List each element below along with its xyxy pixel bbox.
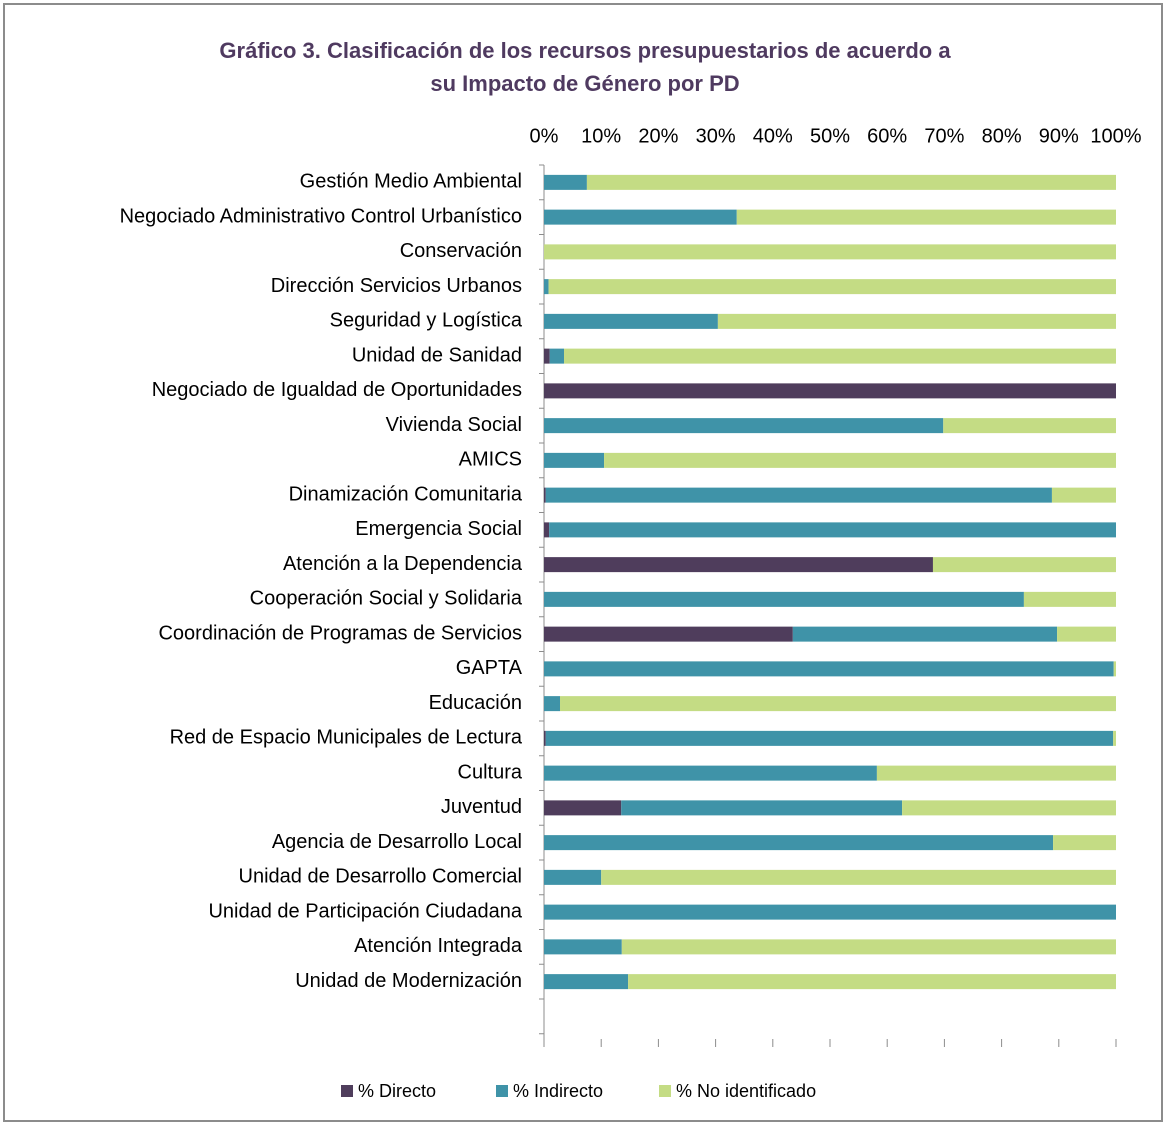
y-tick-label: Seguridad y Logística — [330, 310, 523, 332]
bar-segment — [717, 313, 1116, 329]
bar-segment — [544, 626, 793, 642]
bar-segment — [1057, 626, 1116, 642]
y-tick-label: Agencia de Desarrollo Local — [272, 831, 522, 853]
bar-segment — [544, 383, 1116, 399]
bar-segment — [560, 696, 1116, 712]
bar-segment — [1113, 730, 1116, 746]
bar-segment — [544, 696, 561, 712]
y-tick-label: Cultura — [458, 761, 523, 783]
legend-swatch — [341, 1085, 353, 1097]
bar-segment — [792, 626, 1058, 642]
x-tick-label: 100% — [1090, 125, 1141, 147]
bar-segment — [902, 800, 1116, 816]
bar-segment — [549, 348, 565, 364]
bar-segment — [876, 765, 1116, 781]
chart-title: su Impacto de Género por PD — [430, 71, 739, 96]
x-tick-label: 10% — [581, 125, 621, 147]
bar-segment — [544, 209, 737, 225]
bar-segment — [544, 418, 944, 434]
legend-swatch — [496, 1085, 508, 1097]
bar-segment — [544, 939, 622, 955]
y-tick-label: AMICS — [459, 449, 522, 471]
y-tick-label: Conservación — [400, 240, 522, 262]
bar-segment — [1053, 835, 1116, 851]
y-tick-label: Dirección Servicios Urbanos — [271, 275, 522, 297]
bar-segment — [544, 661, 1114, 677]
y-tick-label: Educación — [429, 692, 522, 714]
bar-segment — [621, 800, 903, 816]
x-tick-label: 20% — [638, 125, 678, 147]
bar-segment — [544, 348, 550, 364]
bar-segment — [1051, 487, 1116, 503]
bar-segment — [544, 313, 718, 329]
bar-segment — [628, 974, 1116, 990]
y-tick-label: Atención a la Dependencia — [283, 553, 523, 575]
x-tick-label: 80% — [982, 125, 1022, 147]
bar-segment — [544, 557, 933, 573]
y-tick-label: Unidad de Desarrollo Comercial — [239, 866, 522, 888]
bar-segment — [586, 174, 1116, 190]
y-tick-label: Unidad de Participación Ciudadana — [208, 900, 522, 922]
y-tick-label: GAPTA — [456, 657, 523, 679]
bar-segment — [545, 487, 1052, 503]
y-tick-label: Unidad de Modernización — [295, 970, 522, 992]
y-tick-label: Juventud — [441, 796, 522, 818]
y-tick-label: Red de Espacio Municipales de Lectura — [170, 727, 523, 749]
x-tick-label: 90% — [1039, 125, 1079, 147]
bar-segment — [544, 974, 629, 990]
legend-label: % Indirecto — [513, 1081, 603, 1101]
x-tick-label: 70% — [924, 125, 964, 147]
y-tick-label: Negociado Administrativo Control Urbanís… — [120, 205, 522, 227]
x-tick-label: 60% — [867, 125, 907, 147]
bar-segment — [544, 522, 550, 538]
bar-segment — [1023, 591, 1116, 607]
bar-segment — [564, 348, 1116, 364]
bar-segment — [544, 174, 587, 190]
bar-segment — [548, 279, 1116, 295]
bar-segment — [544, 869, 602, 885]
bar-segment — [544, 452, 605, 468]
legend-label: % No identificado — [676, 1081, 816, 1101]
y-tick-label: Gestión Medio Ambiental — [300, 171, 522, 193]
bar-segment — [544, 591, 1024, 607]
y-tick-label: Vivienda Social — [386, 414, 522, 436]
y-tick-label: Coordinación de Programas de Servicios — [158, 622, 522, 644]
bar-segment — [544, 765, 877, 781]
bar-segment — [736, 209, 1116, 225]
bar-segment — [932, 557, 1116, 573]
x-tick-label: 30% — [696, 125, 736, 147]
bar-segment — [549, 522, 1116, 538]
bar-segment — [544, 800, 622, 816]
y-tick-label: Negociado de Igualdad de Oportunidades — [152, 379, 522, 401]
bar-segment — [544, 244, 1116, 260]
bar-segment — [1113, 661, 1116, 677]
bar-segment — [601, 869, 1116, 885]
x-tick-label: 40% — [753, 125, 793, 147]
bar-segment — [544, 487, 546, 503]
bar-segment — [544, 904, 1116, 920]
y-tick-label: Dinamización Comunitaria — [289, 483, 523, 505]
bar-segment — [544, 730, 546, 746]
legend-swatch — [659, 1085, 671, 1097]
y-tick-label: Unidad de Sanidad — [352, 344, 522, 366]
chart-title: Gráfico 3. Clasificación de los recursos… — [219, 38, 951, 63]
y-tick-label: Emergencia Social — [355, 518, 522, 540]
bar-segment — [544, 279, 549, 295]
y-tick-label: Cooperación Social y Solidaria — [250, 588, 523, 610]
bar-segment — [621, 939, 1116, 955]
x-tick-label: 0% — [530, 125, 559, 147]
legend-label: % Directo — [358, 1081, 436, 1101]
y-tick-label: Atención Integrada — [354, 935, 523, 957]
bar-segment — [943, 418, 1116, 434]
bar-segment — [604, 452, 1116, 468]
bar-segment — [544, 835, 1054, 851]
bar-segment — [545, 730, 1114, 746]
x-tick-label: 50% — [810, 125, 850, 147]
